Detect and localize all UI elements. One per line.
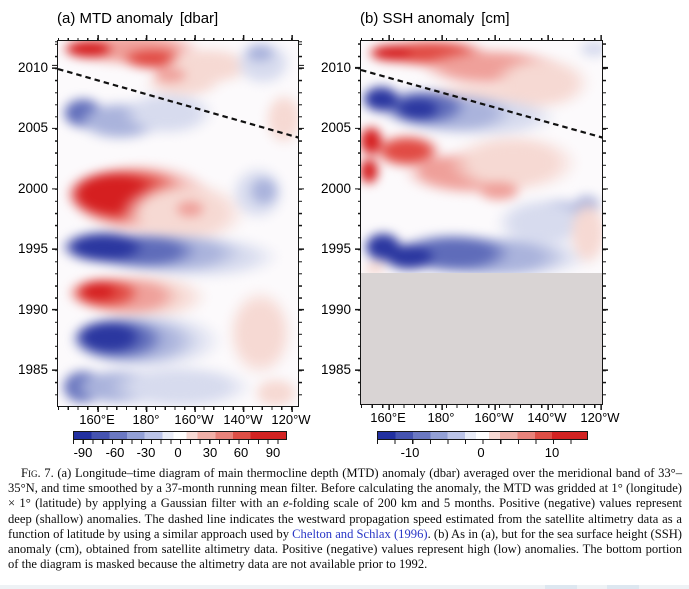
anomaly-blob bbox=[561, 186, 602, 280]
panel-a-anomaly-blobs bbox=[58, 41, 298, 406]
panel-a-left-major-ticks bbox=[52, 41, 58, 406]
anomaly-blob bbox=[244, 371, 298, 406]
anomaly-blob bbox=[168, 196, 212, 222]
panel-a-colorbar-label: -30 bbox=[136, 445, 156, 460]
panel-a-y-tick-label: 1995 bbox=[17, 241, 48, 256]
panel-b-contour-field bbox=[361, 41, 602, 404]
panel-b-colorbar-ticks bbox=[377, 440, 588, 444]
panel-a-y-tick-label: 2005 bbox=[17, 120, 48, 135]
panel-b-bottom-major-ticks bbox=[361, 404, 602, 410]
panel-b-left-major-ticks bbox=[355, 41, 361, 404]
anomaly-blob bbox=[257, 82, 298, 156]
panel-b-y-tick-label: 2005 bbox=[320, 120, 351, 135]
panel-a-y-tick-label: 1990 bbox=[17, 302, 48, 317]
panel-b-title-text: (b) SSH anomaly bbox=[360, 10, 475, 27]
panel-a-top-major-ticks bbox=[58, 35, 298, 41]
caption-text-2: -folding scale of 200 km and 5 months. P… bbox=[8, 496, 682, 541]
page-bottom-stub bbox=[545, 585, 577, 589]
panel-a-title-units: [dbar] bbox=[179, 10, 219, 27]
panel-a-colorbar-label: 30 bbox=[202, 445, 218, 460]
panel-a-contour-field bbox=[58, 41, 298, 406]
panel-a-colorbar-label: 60 bbox=[233, 445, 249, 460]
panel-b-title: (b) SSH anomaly [cm] bbox=[360, 10, 510, 27]
panel-a-colorbar-label: -60 bbox=[105, 445, 125, 460]
panel-b-x-tick-label: 160°E bbox=[370, 410, 406, 425]
panel-b-y-tick-label: 2000 bbox=[320, 181, 351, 196]
panel-a-x-tick-label: 140°W bbox=[223, 412, 263, 427]
anomaly-blob bbox=[72, 278, 124, 304]
panel-a-right-major-ticks bbox=[298, 41, 304, 406]
figure-caption: Fig. 7. (a) Longitude–time diagram of ma… bbox=[8, 466, 682, 572]
panel-b-right-major-ticks bbox=[602, 41, 608, 404]
panel-a-colorbar-ticks bbox=[73, 440, 287, 444]
panel-a-x-tick-label: 120°W bbox=[271, 412, 311, 427]
panel-a-title: (a) MTD anomaly [dbar] bbox=[57, 10, 218, 27]
anomaly-blob bbox=[243, 170, 285, 212]
panel-b-top-major-ticks bbox=[361, 35, 602, 41]
panel-b-x-tick-label: 180° bbox=[427, 410, 455, 425]
panel-a-colorbar-label: -90 bbox=[73, 445, 93, 460]
panel-b-y-tick-label: 1995 bbox=[320, 241, 351, 256]
panel-b-y-tick-label: 1985 bbox=[320, 362, 351, 377]
panel-b-x-tick-label: 140°W bbox=[527, 410, 567, 425]
panel-a-colorbar bbox=[73, 431, 287, 440]
panel-b-colorbar-label: 0 bbox=[477, 445, 485, 460]
caption-italic-e: e bbox=[282, 496, 289, 511]
anomaly-blob bbox=[144, 63, 196, 87]
anomaly-blob bbox=[238, 41, 282, 67]
panel-a-colorbar-label: 0 bbox=[174, 445, 182, 460]
caption-text-1: (a) Longitude–time diagram of main therm… bbox=[8, 466, 683, 511]
anomaly-blob bbox=[58, 41, 123, 62]
panel-b-colorbar-label: 10 bbox=[544, 445, 560, 460]
panel-b-x-tick-label: 160°W bbox=[474, 410, 514, 425]
page-bottom-strip bbox=[0, 585, 689, 589]
panel-b-y-tick-label: 1990 bbox=[320, 302, 351, 317]
panel-a-y-tick-label: 2000 bbox=[17, 181, 48, 196]
panel-b-y-tick-label: 2010 bbox=[320, 60, 351, 75]
panel-a-title-text: (a) MTD anomaly bbox=[57, 10, 173, 27]
panel-a-y-tick-label: 1985 bbox=[17, 362, 48, 377]
panel-a-colorbar-label: 90 bbox=[265, 445, 281, 460]
panel-a-y-tick-label: 2010 bbox=[17, 60, 48, 75]
panel-a-bottom-major-ticks bbox=[58, 406, 298, 412]
caption-text-3: . (b) As in (a), but for the sea surface… bbox=[8, 526, 682, 572]
panel-b-x-tick-label: 120°W bbox=[580, 410, 620, 425]
anomaly-blob bbox=[58, 225, 160, 269]
anomaly-blob bbox=[572, 41, 602, 62]
anomaly-blob bbox=[387, 93, 449, 125]
panel-b-plot bbox=[355, 35, 608, 410]
panel-b-colorbar bbox=[377, 431, 588, 440]
panel-a-x-tick-label: 180° bbox=[132, 412, 160, 427]
panel-a-x-tick-label: 160°W bbox=[174, 412, 214, 427]
panel-b-no-data-mask bbox=[361, 273, 602, 404]
anomaly-blob bbox=[62, 314, 154, 360]
panel-a-plot bbox=[52, 35, 304, 412]
figure-number: Fig. 7. bbox=[21, 466, 54, 480]
page-bottom-stub bbox=[607, 585, 639, 589]
panel-b-colorbar-label: -10 bbox=[400, 445, 420, 460]
citation-link[interactable]: Chelton and Schlax (1996) bbox=[292, 526, 428, 541]
panel-b-title-units: [cm] bbox=[481, 10, 510, 27]
panel-a-x-tick-label: 160°E bbox=[79, 412, 115, 427]
